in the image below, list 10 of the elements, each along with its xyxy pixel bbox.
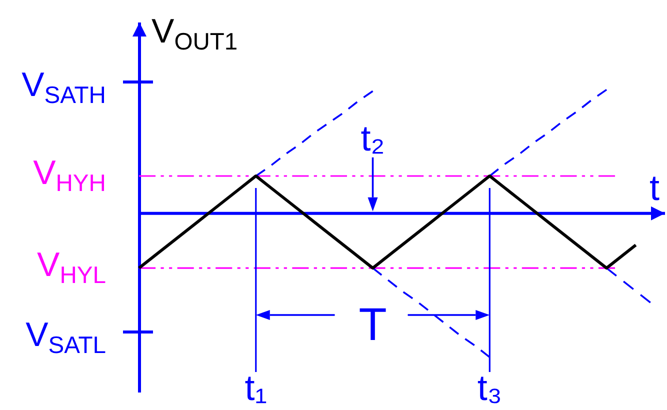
y-axis-title: V$_{OUT1}$ (152, 12, 238, 56)
text: V$_{SATH}$ (22, 66, 106, 109)
ref-line-label: V$_{HYH}$ (33, 154, 106, 197)
ref-line-label: V$_{HYL}$ (37, 246, 106, 289)
annotation: T (358, 298, 387, 350)
x-tick-label: t₂ (360, 117, 385, 158)
x-tick-label: t₁ (244, 367, 267, 408)
x-axis-title: t (649, 166, 660, 208)
text: V$_{SATL}$ (26, 316, 106, 359)
x-tick-label: t₃ (477, 367, 502, 408)
